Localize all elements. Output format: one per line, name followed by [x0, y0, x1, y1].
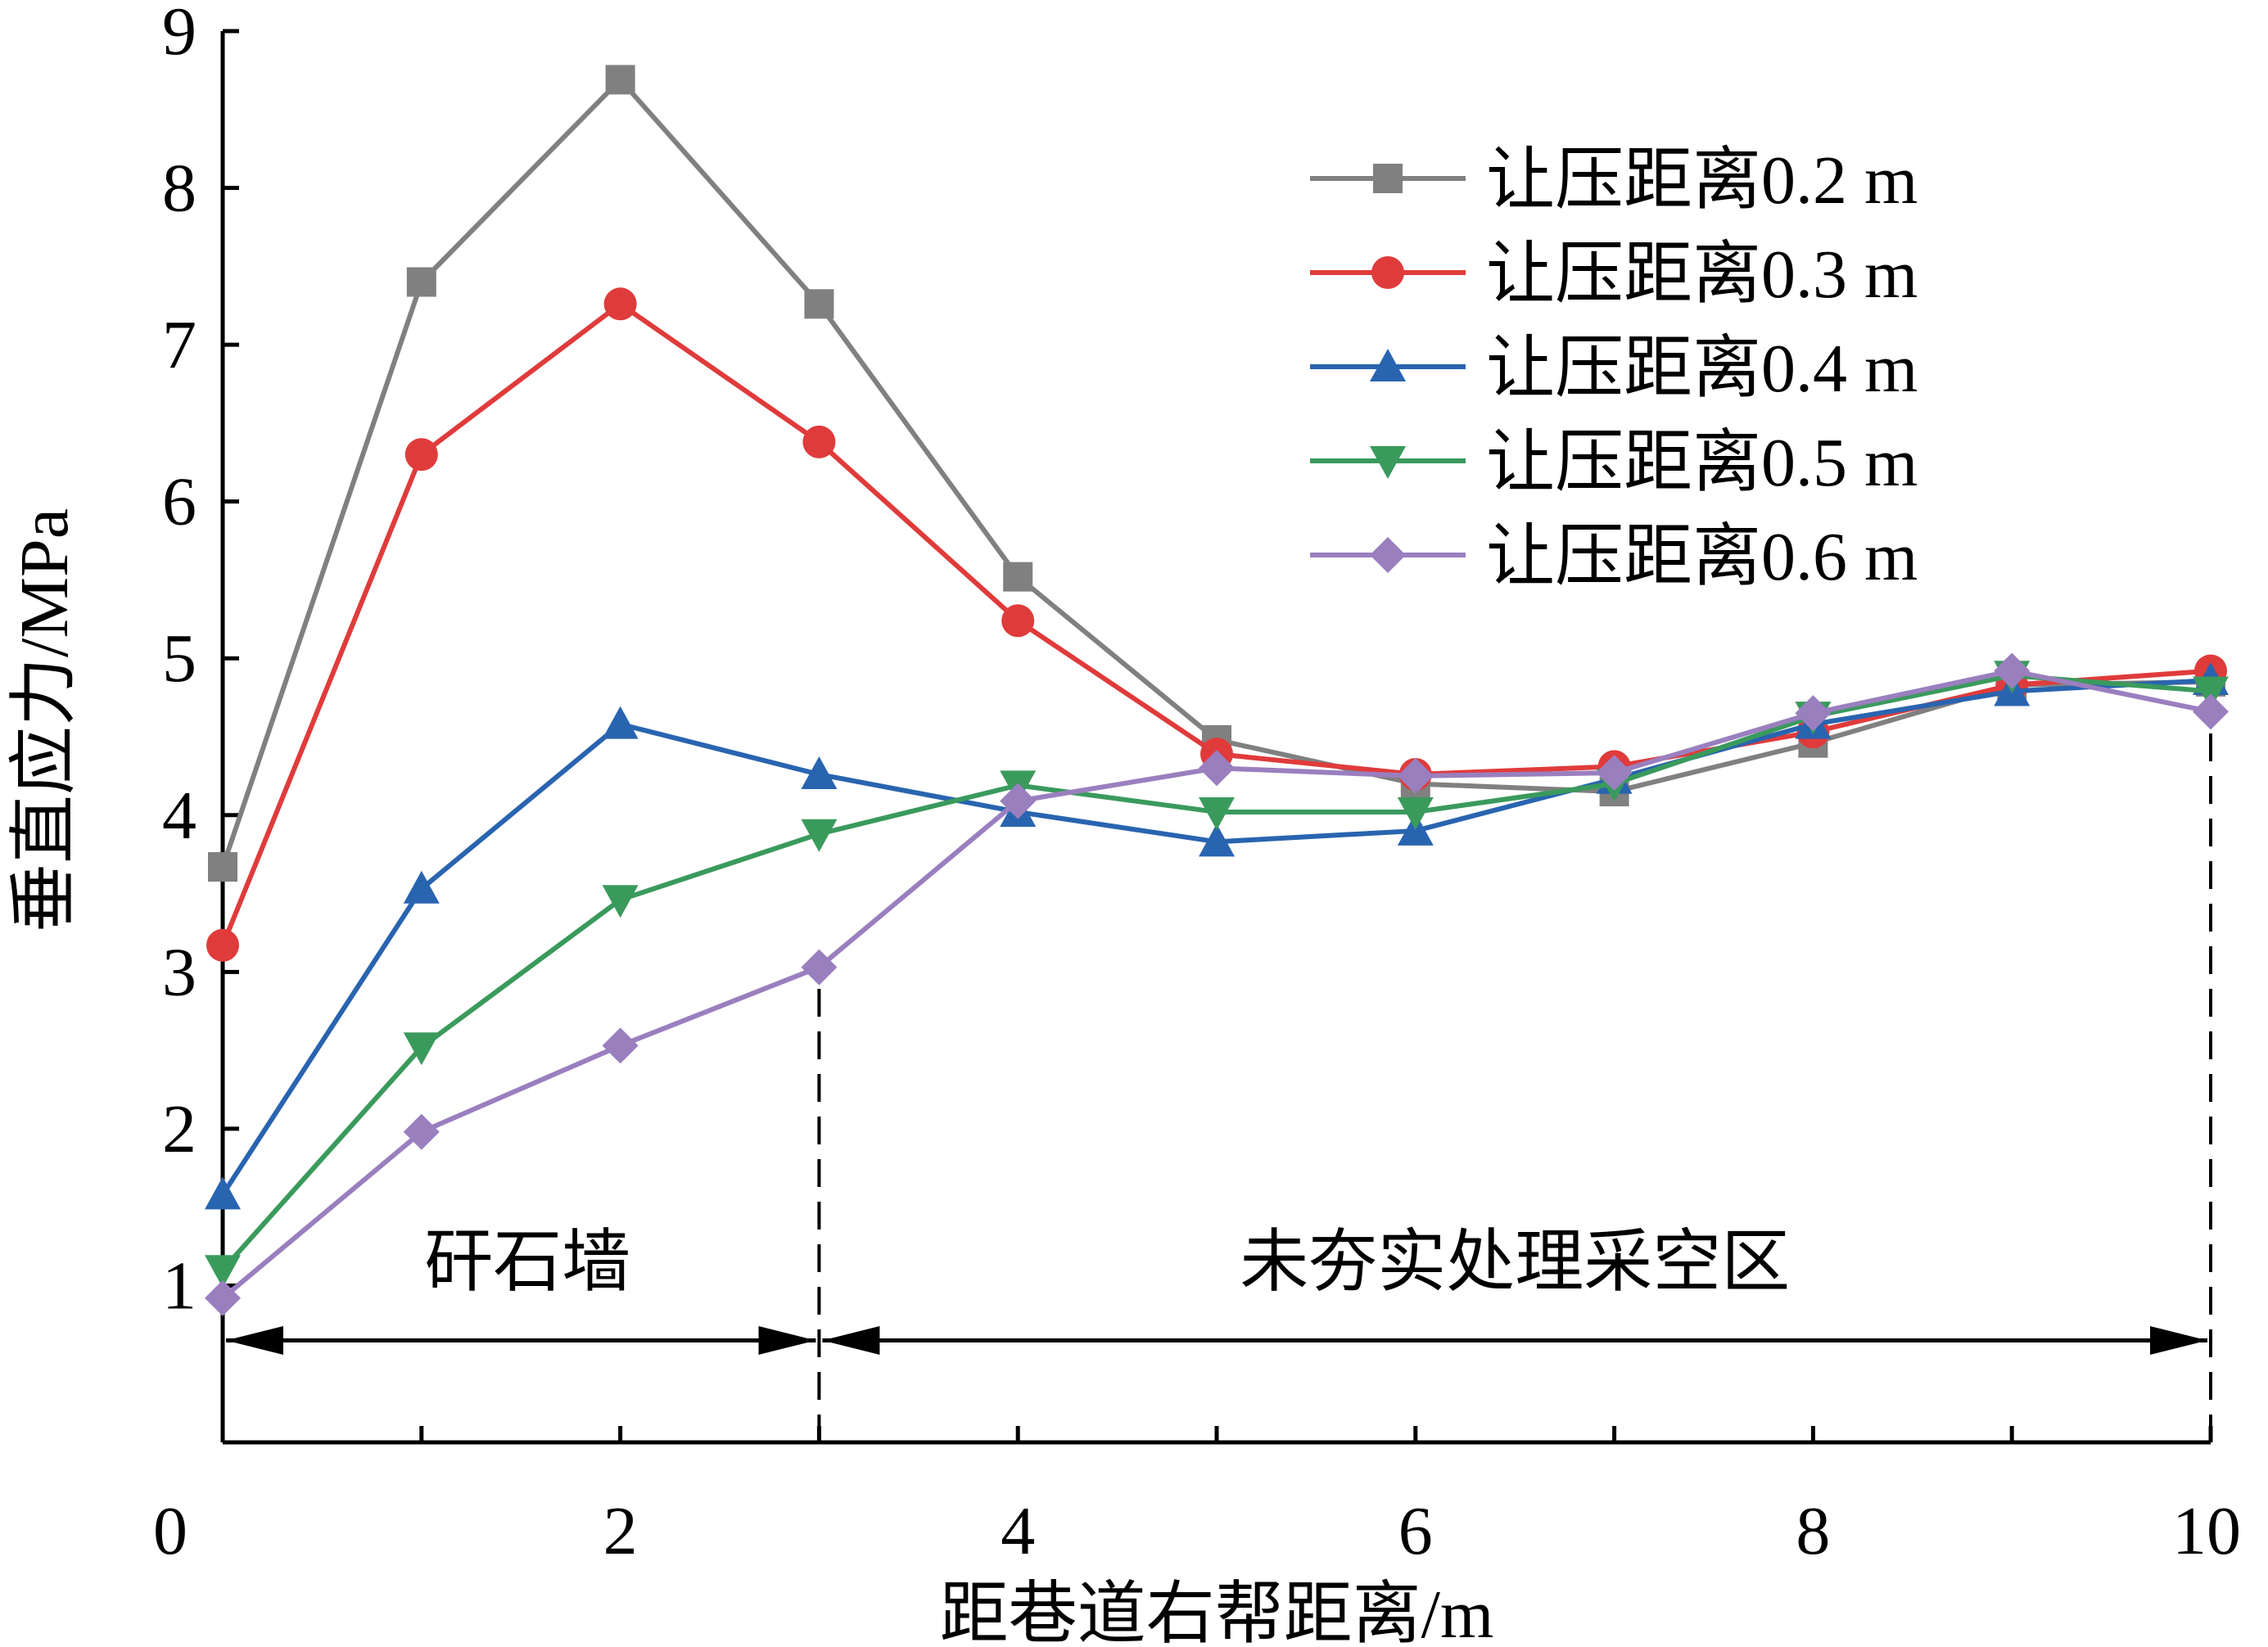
data-point: [1397, 757, 1434, 794]
y-tick-label: 3: [162, 934, 197, 1010]
x-tick-label: 8: [1796, 1493, 1830, 1569]
legend-label: 让压距离0.5 m: [1486, 425, 1918, 501]
x-axis-title: 距巷道右帮距离/m: [940, 1577, 1494, 1647]
y-tick-label: 9: [162, 0, 197, 70]
data-point: [2193, 676, 2229, 710]
data-point: [1000, 783, 1037, 819]
y-tick-label: 8: [162, 151, 197, 227]
data-point: [1003, 562, 1033, 592]
legend-item: 让压距离0.6 m: [1310, 519, 1918, 595]
legend-item: 让压距离0.2 m: [1310, 142, 1918, 219]
data-point: [406, 267, 436, 297]
data-point: [2193, 693, 2229, 730]
data-point: [205, 1176, 241, 1210]
data-point: [1199, 796, 1235, 830]
y-tick-label: 5: [162, 620, 197, 697]
series-5: [205, 652, 2229, 1316]
data-point: [602, 885, 639, 918]
y-axis-title: 垂直应力/MPa: [7, 508, 83, 932]
legend-item: 让压距离0.5 m: [1310, 425, 1918, 501]
legend-swatch-marker: [1370, 446, 1406, 479]
y-tick-label: 6: [162, 464, 197, 540]
data-point: [1397, 796, 1434, 830]
data-point: [802, 425, 836, 458]
y-tick-label: 4: [162, 778, 197, 854]
x-tick-label: 4: [1001, 1493, 1035, 1569]
gangue-wall-label: 矸石墙: [424, 1225, 630, 1301]
legend-item: 让压距离0.3 m: [1310, 237, 1918, 313]
goaf-label: 未夯实处理采空区: [1240, 1225, 1790, 1301]
data-point: [1994, 652, 2031, 689]
data-point: [1199, 750, 1235, 787]
data-point: [801, 756, 838, 789]
region-annotations: 矸石墙 未夯实处理采空区: [226, 720, 2212, 1442]
legend: 让压距离0.2 m 让压距离0.3 m 让压距离0.4 m 让压距离0.5 m 让压距离…: [1310, 142, 1918, 595]
data-point: [403, 870, 440, 904]
data-point: [605, 65, 635, 95]
legend-swatch-marker: [1373, 164, 1403, 193]
data-point: [404, 438, 438, 472]
data-point: [206, 928, 239, 962]
legend-label: 让压距离0.4 m: [1486, 331, 1918, 407]
data-point: [801, 819, 838, 852]
data-point: [403, 1032, 440, 1066]
series-2: [206, 287, 2227, 962]
legend-item: 让压距离0.4 m: [1310, 331, 1918, 407]
legend-swatch-marker: [1370, 349, 1406, 381]
data-point: [1596, 755, 1633, 792]
legend-swatch-marker: [1370, 537, 1406, 573]
x-tick-label: 2: [603, 1493, 638, 1569]
data-point: [205, 1255, 241, 1288]
data-point: [602, 706, 639, 739]
x-tick-label: 6: [1398, 1493, 1433, 1569]
y-tick-label: 1: [162, 1248, 197, 1324]
legend-label: 让压距离0.6 m: [1486, 519, 1918, 595]
data-point: [801, 949, 838, 986]
data-point: [804, 289, 834, 319]
y-tick-label: 2: [162, 1091, 197, 1167]
legend-label: 让压距离0.3 m: [1486, 237, 1918, 313]
data-point: [208, 851, 237, 882]
data-point: [603, 287, 637, 321]
data-point: [1001, 604, 1035, 638]
x-tick-label: 0: [153, 1493, 187, 1569]
series-layer: [205, 65, 2229, 1316]
data-point: [1795, 695, 1832, 732]
legend-swatch-marker: [1371, 256, 1404, 289]
data-point: [1199, 824, 1235, 857]
data-point: [602, 1027, 639, 1064]
y-tick-label: 7: [162, 307, 197, 383]
x-tick-label: 10: [2172, 1493, 2241, 1569]
legend-label: 让压距离0.2 m: [1486, 142, 1918, 219]
data-point: [403, 1113, 440, 1150]
data-point: [205, 1279, 241, 1316]
